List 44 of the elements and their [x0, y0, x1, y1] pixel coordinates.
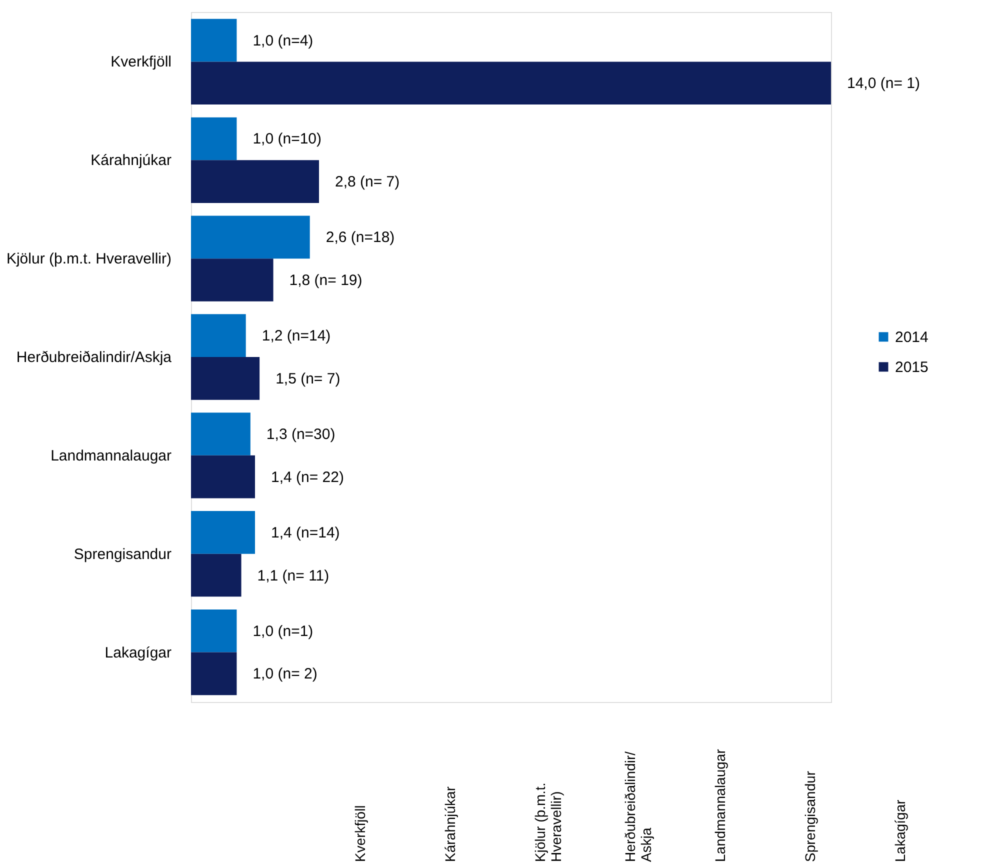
data-label: 1,5 (n= 7) — [276, 370, 340, 388]
data-label: 1,0 (n=4) — [252, 32, 314, 50]
bar — [191, 62, 831, 105]
text: Kárahnjúkar — [442, 786, 458, 862]
data-label: 1,0 (n= 2) — [252, 666, 318, 683]
text: Lakagígar — [892, 799, 908, 862]
bar — [191, 216, 310, 259]
bar — [191, 117, 237, 160]
data-label: 14,0 (n= 1) — [847, 75, 920, 92]
data-label: 1,3 (n=30) — [266, 426, 336, 444]
bar — [191, 455, 255, 498]
bar — [191, 554, 242, 597]
y-tick-label: Herðubreiðalindir/Askja — [16, 349, 172, 366]
legend-label: 2015 — [895, 358, 928, 376]
data-label: 1,4 (n= 22) — [271, 468, 344, 486]
legend-label: 2014 — [895, 328, 928, 346]
data-label: 2,8 (n= 7) — [335, 174, 400, 191]
text: Herðubreiðalindir/ Askja — [622, 751, 654, 862]
bar — [191, 652, 237, 696]
data-label: 1,2 (n=14) — [262, 328, 331, 345]
text: Kjölur (þ.m.t. Hveravellir) — [532, 782, 564, 862]
text: Sprengisandur — [802, 770, 818, 862]
y-tick-label: Kárahnjúkar — [90, 152, 172, 170]
text: Landmannalaugar — [712, 748, 728, 862]
y-tick-label: Landmannalaugar — [50, 447, 172, 464]
data-label: 1,0 (n=10) — [252, 130, 322, 148]
y-tick-label: Kverkfjöll — [110, 54, 172, 71]
y-tick-label: Kjölur (þ.m.t. Hveravellir) — [6, 250, 172, 268]
y-tick-label: Lakagígar — [104, 644, 172, 662]
data-label: 1,1 (n= 11) — [257, 567, 330, 584]
bar — [191, 160, 319, 203]
bar — [191, 18, 237, 62]
bar — [191, 412, 250, 456]
text: Kverkfjöll — [352, 805, 368, 862]
bar — [191, 357, 260, 400]
bar — [191, 609, 237, 652]
data-label: 1,0 (n=1) — [252, 622, 314, 640]
bar — [191, 314, 246, 357]
data-label: 2,6 (n=18) — [326, 229, 395, 246]
y-tick-label: Sprengisandur — [74, 546, 172, 563]
bar — [191, 511, 255, 554]
data-label: 1,8 (n= 19) — [289, 272, 362, 289]
bar — [191, 258, 274, 302]
data-label: 1,4 (n=14) — [271, 524, 340, 542]
